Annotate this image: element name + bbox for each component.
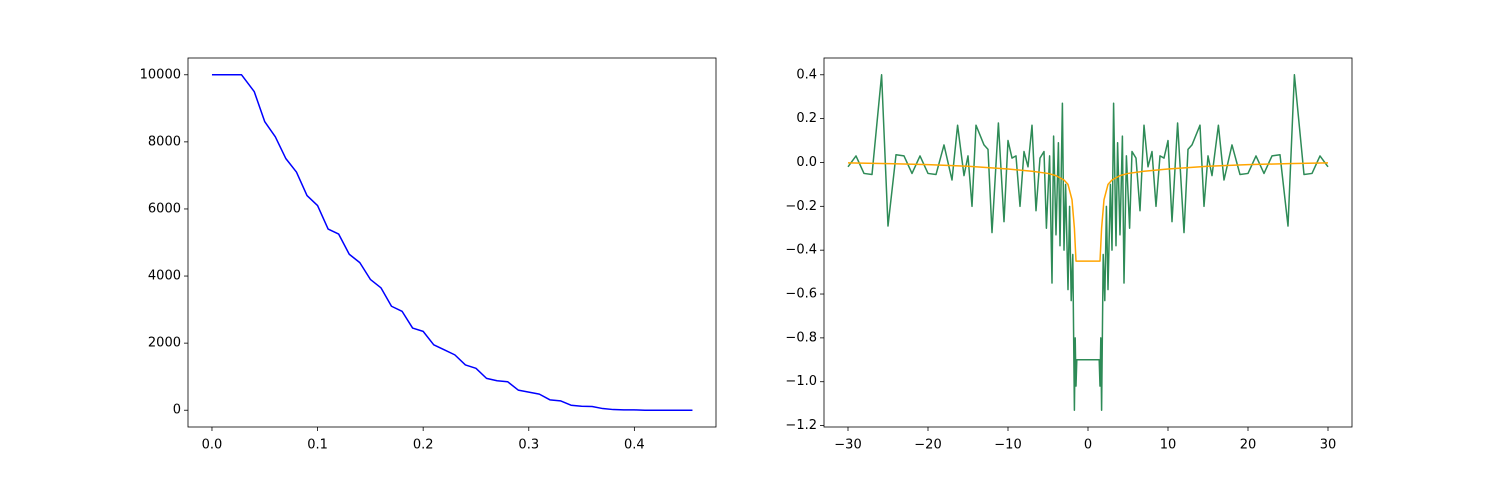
y-tick-label: 8000 xyxy=(148,134,181,149)
y-tick-label: 6000 xyxy=(148,201,181,216)
line xyxy=(847,74,1329,411)
y-tick-label: 2000 xyxy=(148,336,181,351)
y-tick-label: −1.2 xyxy=(785,418,817,433)
y-tick-label: 4000 xyxy=(148,269,181,284)
y-tick-label: 10000 xyxy=(140,67,181,82)
line xyxy=(211,74,693,411)
x-tick-label: 30 xyxy=(1320,438,1337,453)
y-tick-label: 0.2 xyxy=(796,111,817,126)
axes-frame xyxy=(823,57,1353,428)
x-tick-label: 20 xyxy=(1240,438,1257,453)
x-tick-label: 0.1 xyxy=(307,438,328,453)
axes-frame xyxy=(187,57,717,428)
y-tick-label: 0.4 xyxy=(796,67,817,82)
x-tick-label: −20 xyxy=(914,438,941,453)
y-tick-label: −1.0 xyxy=(785,374,817,389)
y-tick-label: 0 xyxy=(173,403,181,418)
y-tick-label: −0.2 xyxy=(785,199,817,214)
x-tick-label: 0.3 xyxy=(518,438,539,453)
x-tick-label: 0 xyxy=(1084,438,1092,453)
x-tick-label: 0.2 xyxy=(413,438,434,453)
x-tick-label: 0.4 xyxy=(624,438,645,453)
y-tick-label: 0.0 xyxy=(796,155,817,170)
x-tick-label: −10 xyxy=(994,438,1021,453)
x-tick-label: 10 xyxy=(1160,438,1177,453)
line xyxy=(847,162,1329,262)
y-tick-label: −0.4 xyxy=(785,243,817,258)
y-tick-label: −0.6 xyxy=(785,287,817,302)
y-tick-label: −0.8 xyxy=(785,330,817,345)
x-tick-label: −30 xyxy=(834,438,861,453)
x-tick-label: 0.0 xyxy=(202,438,223,453)
